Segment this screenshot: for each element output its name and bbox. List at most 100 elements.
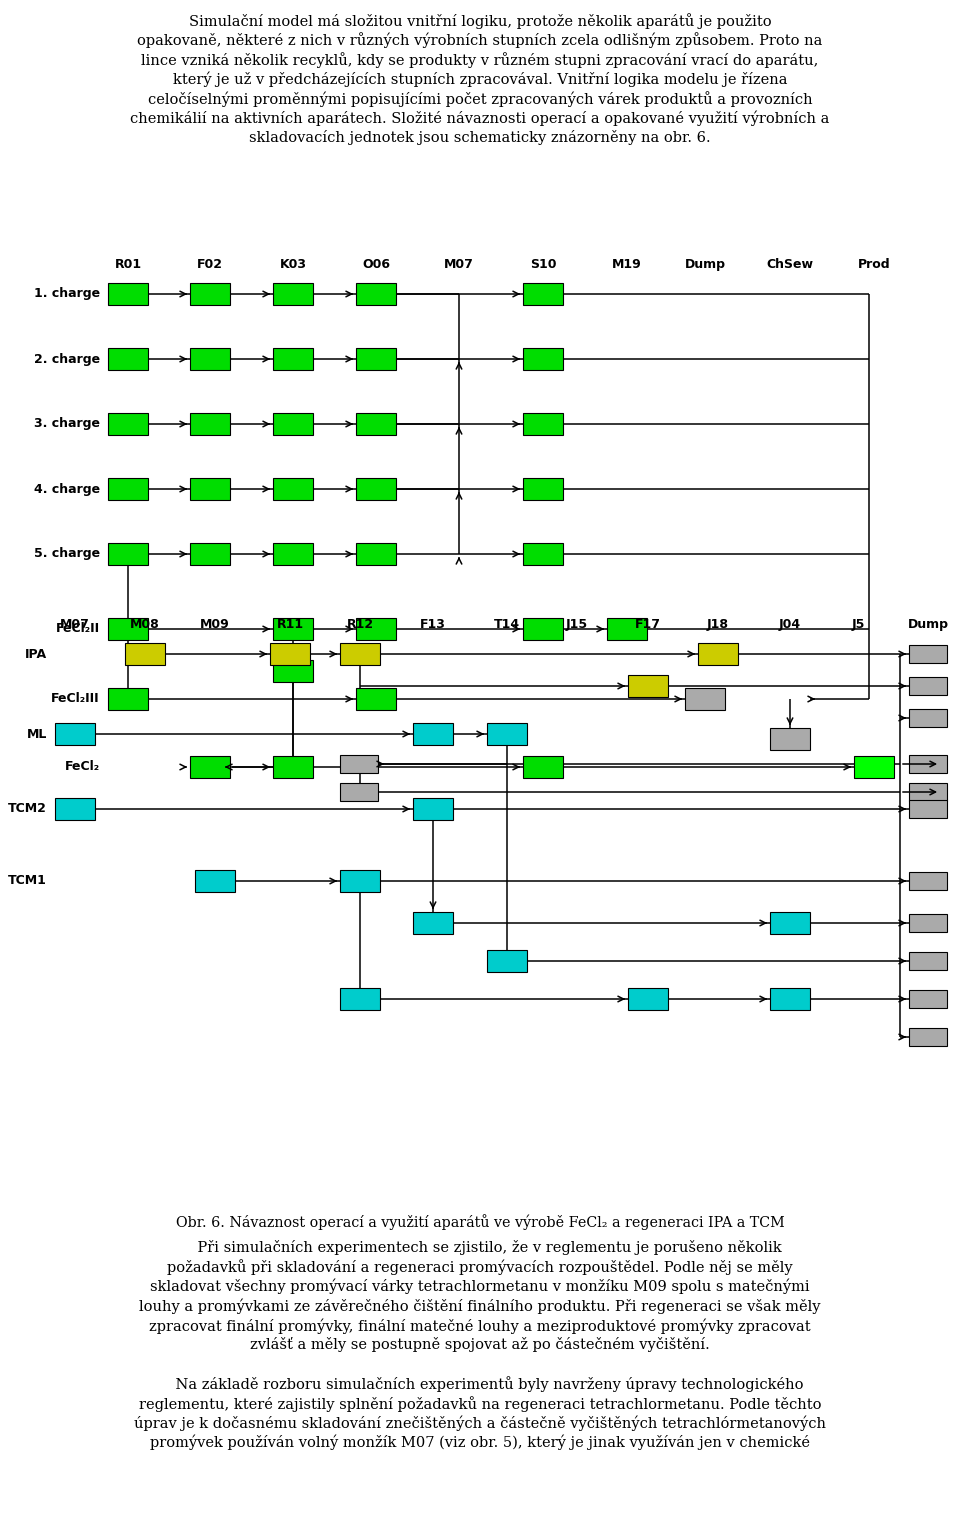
Text: Na základě rozboru simulačních experimentů byly navrženy úpravy technologického: Na základě rozboru simulačních experimen…	[156, 1377, 804, 1392]
Bar	[340, 989, 380, 1010]
Bar	[413, 798, 453, 820]
Text: R12: R12	[347, 619, 373, 631]
Text: S10: S10	[530, 258, 556, 272]
Bar	[909, 952, 947, 970]
Text: R01: R01	[114, 258, 141, 272]
Bar	[770, 728, 810, 751]
Text: Prod: Prod	[857, 258, 890, 272]
Text: O06: O06	[362, 258, 390, 272]
Bar	[909, 990, 947, 1008]
Bar	[909, 783, 947, 801]
Bar	[909, 677, 947, 695]
Bar	[356, 619, 396, 640]
Bar	[108, 348, 148, 370]
Text: K03: K03	[279, 258, 306, 272]
Text: 2. charge: 2. charge	[34, 353, 100, 365]
Bar	[190, 348, 230, 370]
Text: zvlášť a měly se postupně spojovat až po částečném vyčištění.: zvlášť a měly se postupně spojovat až po…	[251, 1337, 709, 1352]
Bar	[273, 757, 313, 778]
Bar	[273, 348, 313, 370]
Bar	[125, 643, 165, 665]
Bar	[909, 1028, 947, 1045]
Bar	[909, 709, 947, 728]
Text: 1. charge: 1. charge	[34, 287, 100, 301]
Bar	[270, 643, 310, 665]
Bar	[356, 348, 396, 370]
Bar	[190, 282, 230, 305]
Bar	[108, 543, 148, 565]
Bar	[909, 913, 947, 932]
Text: J04: J04	[779, 619, 801, 631]
Bar	[909, 645, 947, 663]
Text: celočíselnými proměnnými popisujícími počet zpracovaných várek produktů a provoz: celočíselnými proměnnými popisujícími po…	[148, 91, 812, 107]
Text: ML: ML	[27, 728, 47, 740]
Bar	[273, 543, 313, 565]
Text: Při simulačních experimentech se zjistilo, že v reglementu je porušeno několik: Při simulačních experimentech se zjistil…	[179, 1240, 781, 1256]
Bar	[273, 619, 313, 640]
Bar	[628, 989, 668, 1010]
Text: Dump: Dump	[684, 258, 726, 272]
Bar	[487, 950, 527, 972]
Bar	[190, 543, 230, 565]
Text: M09: M09	[200, 619, 229, 631]
Bar	[523, 757, 563, 778]
Text: M07: M07	[444, 258, 474, 272]
Bar	[523, 282, 563, 305]
Bar	[273, 660, 313, 682]
Bar	[108, 477, 148, 500]
Bar	[356, 688, 396, 711]
Text: 3. charge: 3. charge	[34, 418, 100, 430]
Text: FeCl₂: FeCl₂	[65, 760, 100, 774]
Text: požadavků při skladování a regeneraci promývacích rozpouštědel. Podle něj se měl: požadavků při skladování a regeneraci pr…	[167, 1260, 793, 1276]
Text: TCM1: TCM1	[8, 875, 47, 887]
Bar	[523, 413, 563, 434]
Text: TCM2: TCM2	[8, 803, 47, 815]
Text: F13: F13	[420, 619, 446, 631]
Bar	[356, 477, 396, 500]
Bar	[340, 783, 378, 801]
Text: Simulační model má složitou vnitřní logiku, protože několik aparátů je použito: Simulační model má složitou vnitřní logi…	[189, 12, 771, 29]
Text: 4. charge: 4. charge	[34, 482, 100, 496]
Bar	[854, 757, 894, 778]
Text: J5: J5	[852, 619, 865, 631]
Text: M19: M19	[612, 258, 642, 272]
Text: úprav je k dočasnému skladování znečištěných a částečně vyčištěných tetrachlórme: úprav je k dočasnému skladování znečiště…	[134, 1415, 826, 1431]
Bar	[523, 543, 563, 565]
Bar	[190, 413, 230, 434]
Bar	[770, 912, 810, 933]
Text: louhy a promývkami ze závěrečného čištění finálního produktu. Při regeneraci se : louhy a promývkami ze závěrečného čištěn…	[139, 1299, 821, 1314]
Bar	[628, 675, 668, 697]
Bar	[909, 872, 947, 890]
Bar	[195, 870, 235, 892]
Bar	[487, 723, 527, 744]
Text: skladovacích jednotek jsou schematicky znázorněny na obr. 6.: skladovacích jednotek jsou schematicky z…	[250, 130, 710, 144]
Text: ChSew: ChSew	[766, 258, 813, 272]
Bar	[413, 723, 453, 744]
Text: IPA: IPA	[25, 648, 47, 660]
Bar	[108, 688, 148, 711]
Bar	[340, 755, 378, 774]
Text: zpracovat finální promývky, finální matečné louhy a meziproduktové promývky zpra: zpracovat finální promývky, finální mate…	[149, 1319, 811, 1334]
Bar	[273, 477, 313, 500]
Bar	[340, 870, 380, 892]
Text: který je už v předcházejících stupních zpracovával. Vnitřní logika modelu je říz: který je už v předcházejících stupních z…	[173, 72, 787, 87]
Text: Dump: Dump	[907, 619, 948, 631]
Bar	[909, 755, 947, 774]
Bar	[523, 619, 563, 640]
Text: FeCl₂III: FeCl₂III	[52, 692, 100, 706]
Bar	[55, 723, 95, 744]
Bar	[273, 282, 313, 305]
Bar	[273, 413, 313, 434]
Bar	[190, 757, 230, 778]
Text: chemikálií na aktivních aparátech. Složité návaznosti operací a opakované využit: chemikálií na aktivních aparátech. Složi…	[131, 111, 829, 126]
Bar	[55, 798, 95, 820]
Bar	[523, 348, 563, 370]
Bar	[108, 282, 148, 305]
Bar	[356, 543, 396, 565]
Text: promývek používán volný monžík M07 (viz obr. 5), který je jinak využíván jen v c: promývek používán volný monžík M07 (viz …	[150, 1435, 810, 1451]
Text: T14: T14	[494, 619, 520, 631]
Text: lince vzniká několik recyklů, kdy se produkty v různém stupni zpracování vrací d: lince vzniká několik recyklů, kdy se pro…	[141, 52, 819, 68]
Bar	[108, 619, 148, 640]
Bar	[523, 477, 563, 500]
Bar	[340, 643, 380, 665]
